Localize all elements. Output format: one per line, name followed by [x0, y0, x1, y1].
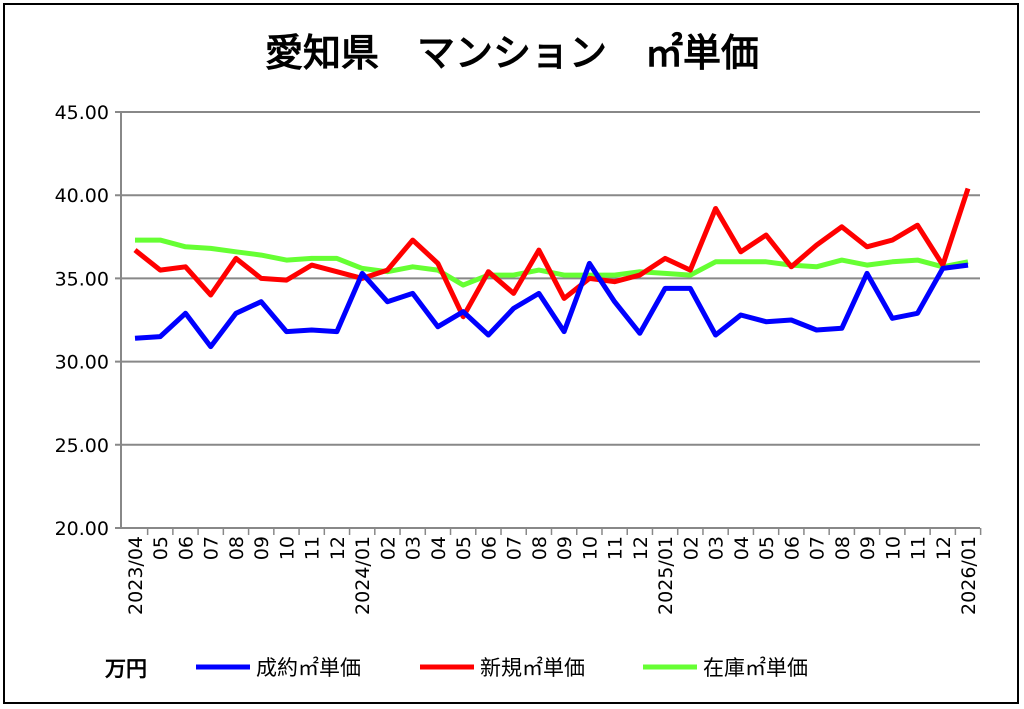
x-tick-label: 06 — [781, 536, 803, 560]
x-tick-label: 02 — [377, 536, 399, 560]
legend-label: 在庫㎡単価 — [703, 656, 808, 680]
unit-label: 万円 — [104, 657, 147, 681]
legend-label: 成約㎡単価 — [256, 656, 361, 680]
x-tick-label: 2025/01 — [655, 536, 677, 615]
x-tick-label: 05 — [150, 536, 172, 560]
x-tick-label: 07 — [807, 536, 829, 560]
x-tick-label: 10 — [276, 536, 298, 560]
x-tick-label: 03 — [706, 536, 728, 560]
x-tick-label: 09 — [857, 536, 879, 560]
x-tick-label: 11 — [908, 536, 930, 560]
x-tick-label: 02 — [680, 536, 702, 560]
x-tick-label: 05 — [453, 536, 475, 560]
x-tick-label: 04 — [428, 536, 450, 560]
x-tick-label: 08 — [529, 536, 551, 560]
x-tick-label: 07 — [201, 536, 223, 560]
y-tick-label: 45.00 — [55, 102, 109, 124]
chart-frame — [3, 3, 1019, 704]
series-line — [133, 187, 971, 320]
x-tick-label: 2024/01 — [352, 536, 374, 615]
x-tick-label: 03 — [403, 536, 425, 560]
legend-label: 新規㎡単価 — [480, 656, 585, 680]
x-tick-label: 12 — [933, 536, 955, 560]
x-tick-label: 12 — [327, 536, 349, 560]
x-tick-label: 08 — [226, 536, 248, 560]
x-tick-label: 06 — [175, 536, 197, 560]
x-tick-label: 2023/04 — [125, 536, 147, 615]
chart-title: 愛知県 マンション ㎡単価 — [265, 31, 759, 75]
x-tick-label: 10 — [579, 536, 601, 560]
x-tick-label: 11 — [302, 536, 324, 560]
x-tick-label: 05 — [756, 536, 778, 560]
x-tick-label: 12 — [630, 536, 652, 560]
y-tick-label: 20.00 — [55, 518, 109, 540]
x-tick-label: 07 — [504, 536, 526, 560]
x-tick-label: 2026/01 — [958, 536, 980, 615]
y-tick-label: 30.00 — [55, 352, 109, 374]
y-tick-label: 40.00 — [55, 185, 109, 207]
x-tick-label: 08 — [832, 536, 854, 560]
x-tick-label: 11 — [605, 536, 627, 560]
x-tick-label: 09 — [251, 536, 273, 560]
x-tick-label: 09 — [554, 536, 576, 560]
x-tick-label: 04 — [731, 536, 753, 560]
y-tick-label: 25.00 — [55, 435, 109, 457]
x-tick-label: 10 — [882, 536, 904, 560]
x-tick-label: 06 — [478, 536, 500, 560]
y-tick-label: 35.00 — [55, 268, 109, 290]
series-line — [134, 260, 969, 350]
